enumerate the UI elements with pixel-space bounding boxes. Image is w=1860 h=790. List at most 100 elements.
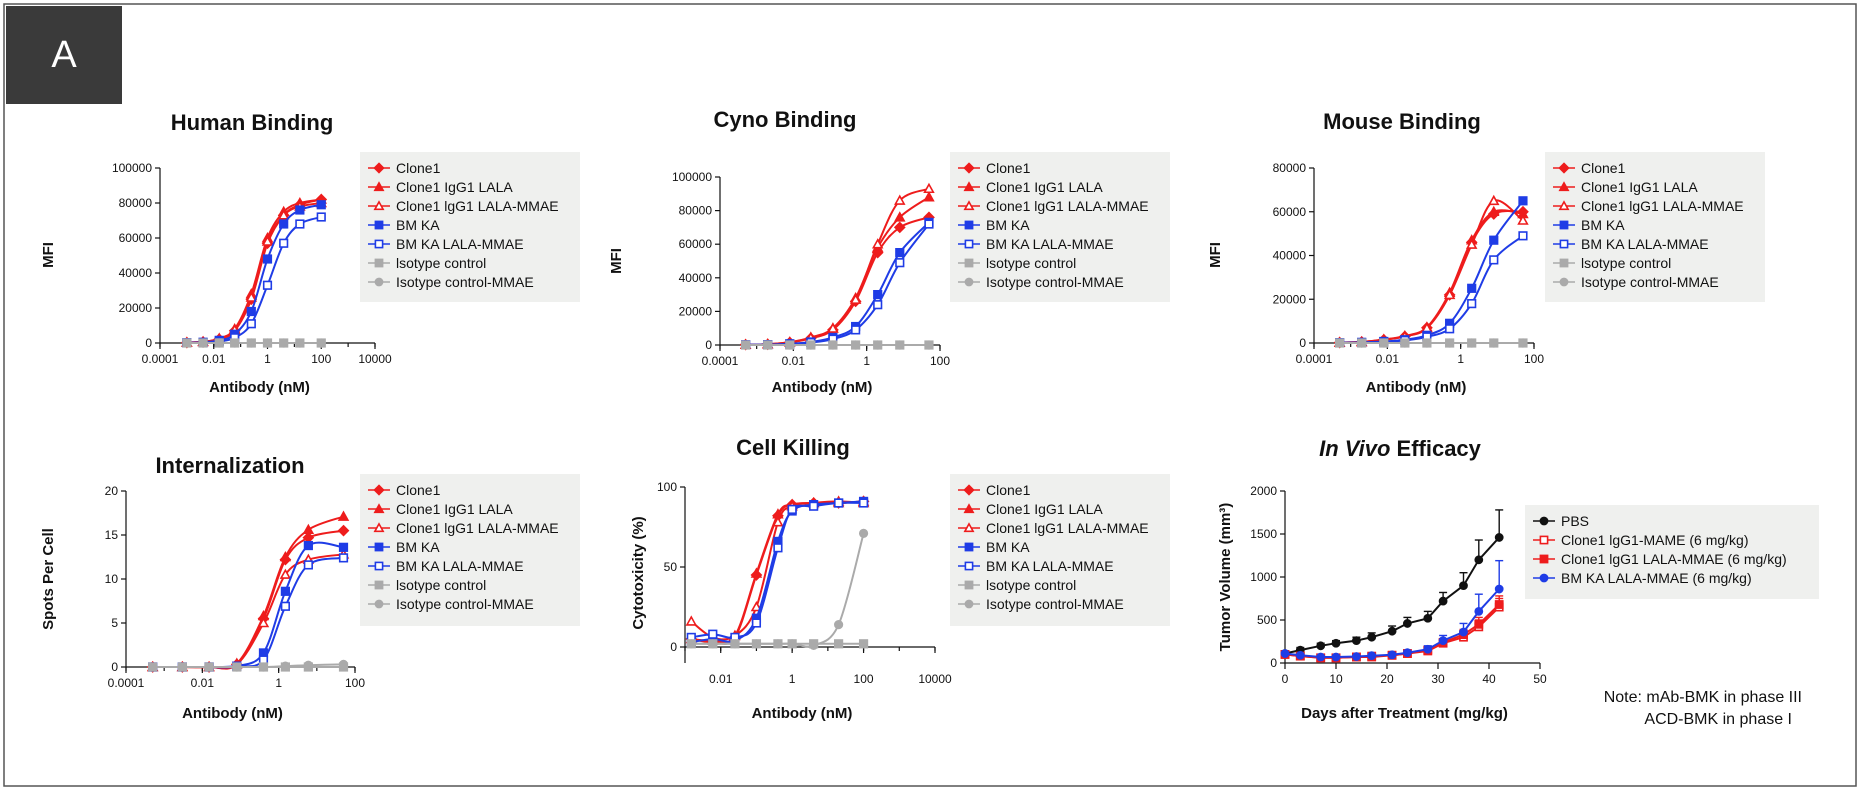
x-tick-label: 0.0001: [702, 354, 739, 368]
legend-label: Clone1 IgG1 LALA: [1581, 179, 1698, 195]
x-tick-label: 0.01: [191, 676, 215, 690]
data-point: [282, 602, 290, 610]
data-point: [925, 341, 933, 349]
data-point: [774, 640, 782, 648]
legend-label: Clone1: [396, 160, 441, 176]
series-clone1-igg1-lala: [1335, 207, 1527, 346]
panel-letter: A: [51, 34, 77, 76]
data-point: [1404, 620, 1411, 627]
series-line: [153, 554, 344, 668]
x-tick-label: 0.0001: [108, 676, 145, 690]
data-point: [1336, 339, 1344, 347]
legend-label: BM KA LALA-MMAE: [396, 236, 524, 252]
legend-label: Clone1: [986, 482, 1031, 498]
data-point: [1496, 601, 1503, 608]
data-point: [687, 617, 696, 625]
y-tick-label: 1000: [1250, 570, 1277, 584]
chart-cyno-binding: Cyno Binding0200004000060000800001000000…: [608, 107, 1170, 396]
legend: Clone1 Clone1 IgG1 LALA Clone1 lgG1 LALA-M…: [360, 474, 580, 626]
data-point: [1519, 339, 1527, 347]
legend-marker: [375, 543, 382, 550]
data-point: [339, 526, 349, 536]
y-tick-label: 1500: [1250, 527, 1277, 541]
data-point: [852, 341, 860, 349]
series-clone1-lgg1-lala-mmae: [741, 184, 933, 348]
data-point: [1468, 300, 1476, 308]
legend-item: Clone1 lgG1-MAME (6 mg/kg): [1533, 532, 1749, 548]
legend-marker: [375, 581, 382, 588]
legend-marker: [1540, 555, 1547, 562]
x-tick-label: 40: [1482, 672, 1496, 686]
legend-item: Clone1 lgG1 LALA-MMAE: [1553, 198, 1744, 214]
legend-label: BM KA: [1581, 217, 1625, 233]
data-point: [296, 220, 304, 228]
data-point: [874, 291, 882, 299]
x-tick-label: 100: [311, 352, 331, 366]
y-tick-label: 500: [1257, 613, 1277, 627]
data-point: [709, 630, 717, 638]
legend-marker: [965, 221, 972, 228]
x-tick-label: 100: [854, 672, 874, 686]
legend-label: BM KA LALA-MMAE (6 mg/kg): [1561, 570, 1752, 586]
x-tick-label: 1: [275, 676, 282, 690]
legend-label: lsotype control: [986, 255, 1076, 271]
y-axis-label: MFI: [608, 248, 625, 274]
data-point: [835, 499, 843, 507]
data-point: [304, 525, 313, 533]
y-tick-label: 60000: [119, 231, 153, 245]
data-point: [340, 554, 348, 562]
legend-marker: [375, 600, 382, 607]
legend-label: Clone1 IgG1 LALA: [986, 179, 1103, 195]
data-point: [810, 642, 818, 650]
legend-label: Clone1 lgG1 LALA-MMAE: [986, 520, 1149, 536]
y-tick-label: 50: [664, 560, 678, 574]
data-point: [810, 502, 818, 510]
data-point: [205, 663, 213, 671]
data-point: [1519, 197, 1527, 205]
legend-label: Isotype control-MMAE: [986, 274, 1124, 290]
legend: Clone1 Clone1 IgG1 LALA Clone1 lgG1 LALA-M…: [950, 152, 1170, 302]
data-point: [774, 544, 782, 552]
legend-marker: [1560, 240, 1567, 247]
series-clone1: [741, 213, 934, 350]
series-clone1-lgg1-lala-mmae: [148, 550, 348, 671]
data-point: [179, 663, 187, 671]
y-tick-label: 0: [145, 336, 152, 350]
legend-marker: [375, 562, 382, 569]
legend-label: lsotype control: [396, 577, 486, 593]
x-axis-label: Antibody (nM): [1366, 379, 1467, 396]
data-point: [264, 255, 272, 263]
y-tick-label: 0: [670, 640, 677, 654]
x-tick-label: 1: [264, 352, 271, 366]
data-point: [1424, 615, 1431, 622]
legend-item: Clone1 lgG1 LALA-MMAE (6 mg/kg): [1533, 551, 1787, 567]
legend-label: Isotype control-MMAE: [396, 596, 534, 612]
data-point: [1317, 642, 1324, 649]
y-tick-label: 60000: [1273, 205, 1307, 219]
y-axis-label: Cytotoxicity (%): [630, 516, 647, 629]
data-point: [925, 184, 934, 192]
x-tick-label: 0.01: [202, 352, 226, 366]
y-tick-label: 2000: [1250, 484, 1277, 498]
legend-item: Clone1 lgG1 LALA-MMAE: [368, 520, 559, 536]
x-tick-label: 1: [1457, 352, 1464, 366]
data-point: [1519, 232, 1527, 240]
y-tick-label: 40000: [679, 271, 713, 285]
data-point: [1490, 256, 1498, 264]
x-tick-label: 1: [789, 672, 796, 686]
y-tick-label: 5: [111, 616, 118, 630]
data-point: [1490, 339, 1498, 347]
data-point: [896, 341, 904, 349]
legend-label: BM KA: [396, 217, 440, 233]
data-point: [183, 339, 191, 347]
data-point: [860, 640, 868, 648]
y-tick-label: 100000: [672, 170, 712, 184]
chart-internalization: Internalization051015200.0001 0.01 1 100Ant…: [40, 453, 580, 722]
chart-cell-killing: Cell Killing 0 50 100 0.01 1 100 10000 Antibody …: [630, 435, 1170, 722]
legend-marker: [375, 240, 382, 247]
x-tick-label: 50: [1533, 672, 1547, 686]
series-bm-ka-lala-mmae: [183, 213, 325, 346]
x-axis-label: Antibody (nM): [772, 379, 873, 396]
x-tick-label: 10000: [918, 672, 952, 686]
chart-title: Cyno Binding: [714, 107, 857, 132]
